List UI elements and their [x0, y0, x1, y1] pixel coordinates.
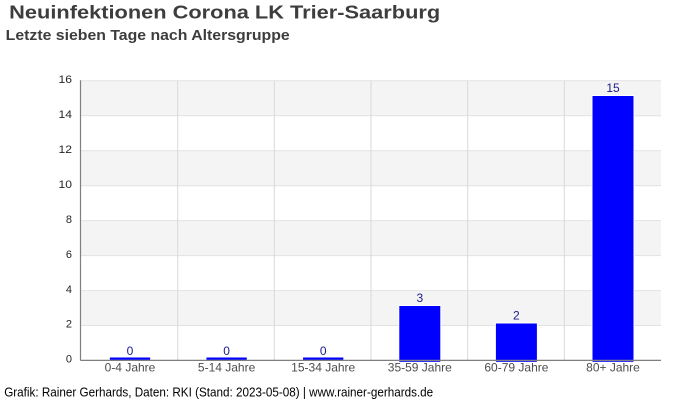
- svg-text:Neuinfektionen Corona LK Trier: Neuinfektionen Corona LK Trier-Saarburg: [9, 3, 440, 23]
- svg-text:0: 0: [223, 344, 230, 358]
- svg-text:80+ Jahre: 80+ Jahre: [586, 360, 640, 374]
- svg-text:15-34 Jahre: 15-34 Jahre: [291, 360, 355, 374]
- svg-text:15: 15: [606, 81, 620, 95]
- svg-text:8: 8: [66, 214, 72, 226]
- svg-text:35-59 Jahre: 35-59 Jahre: [388, 360, 452, 374]
- svg-text:12: 12: [59, 144, 73, 156]
- svg-text:14: 14: [59, 109, 73, 121]
- svg-text:Letzte sieben Tage nach Alters: Letzte sieben Tage nach Altersgruppe: [6, 28, 290, 44]
- svg-text:4: 4: [66, 284, 72, 296]
- svg-text:6: 6: [66, 249, 72, 261]
- svg-text:2: 2: [66, 319, 72, 331]
- svg-text:0: 0: [320, 344, 327, 358]
- svg-text:0: 0: [127, 344, 134, 358]
- svg-text:16: 16: [59, 74, 73, 86]
- svg-text:2: 2: [513, 309, 520, 323]
- svg-text:0: 0: [66, 354, 72, 366]
- svg-text:Grafik: Rainer Gerhards, Daten: Grafik: Rainer Gerhards, Daten: RKI (Sta…: [4, 385, 433, 399]
- svg-text:3: 3: [416, 291, 423, 305]
- svg-text:0-4 Jahre: 0-4 Jahre: [105, 360, 156, 374]
- svg-text:5-14 Jahre: 5-14 Jahre: [198, 360, 256, 374]
- svg-text:10: 10: [59, 179, 73, 191]
- svg-text:60-79 Jahre: 60-79 Jahre: [484, 360, 548, 374]
